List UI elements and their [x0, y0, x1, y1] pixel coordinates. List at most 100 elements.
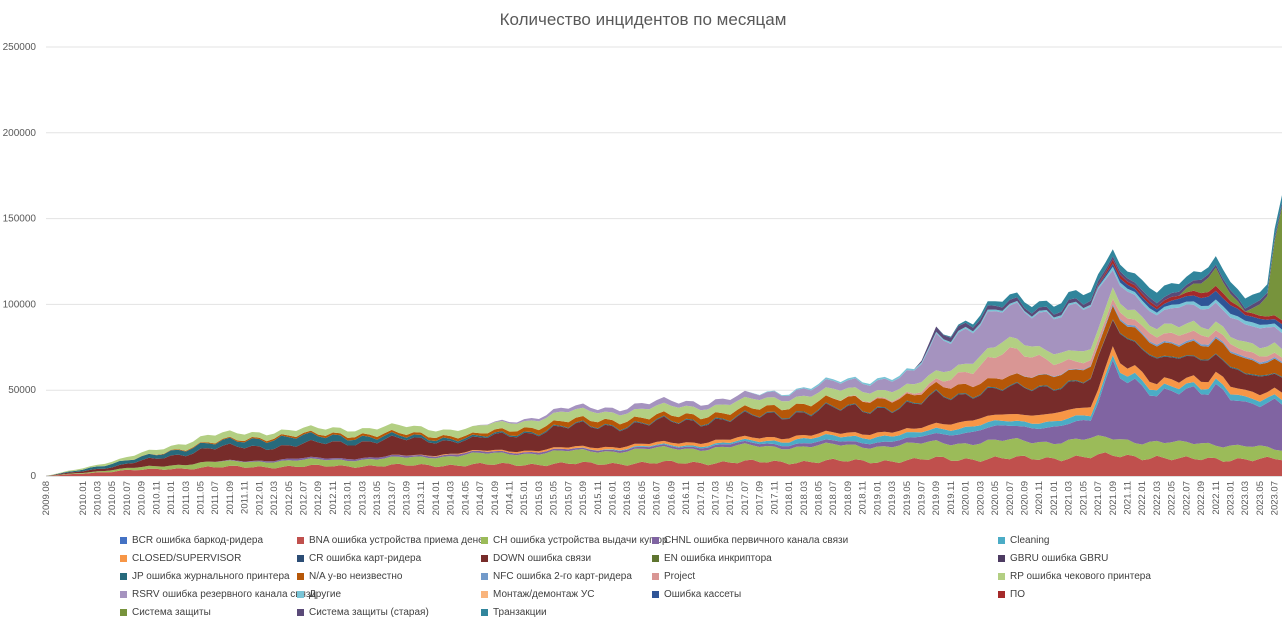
legend-label: Монтаж/демонтаж УС: [493, 589, 595, 600]
x-tick-label: 2020.09: [1020, 481, 1031, 515]
legend-item: Ошибка кассеты: [652, 589, 741, 600]
x-tick-label: 2010.03: [93, 481, 104, 515]
x-tick-label: 2013.09: [402, 481, 413, 515]
x-tick-label: 2015.07: [563, 481, 574, 515]
legend-swatch: [297, 555, 304, 562]
x-tick-label: 2012.11: [328, 481, 339, 515]
legend-label: Система защиты: [132, 607, 211, 618]
legend-item: BNA ошибка устройства приема денег: [297, 535, 487, 546]
x-tick-label: 2012.01: [254, 481, 265, 515]
legend-swatch: [652, 537, 659, 544]
x-tick-label: 2020.01: [961, 481, 972, 515]
legend-swatch: [120, 573, 127, 580]
x-tick-label: 2020.05: [990, 481, 1001, 515]
x-tick-label: 2015.11: [593, 481, 604, 515]
x-tick-label: 2022.01: [1137, 481, 1148, 515]
legend-swatch: [998, 537, 1005, 544]
y-tick-label: 50000: [8, 385, 36, 396]
x-tick-label: 2020.07: [1005, 481, 1016, 515]
legend-label: Ошибка кассеты: [664, 589, 742, 600]
legend-label: CH ошибка устройства выдачи купюр: [493, 535, 668, 546]
legend-swatch: [481, 555, 488, 562]
legend-label: BCR ошибка баркод-ридера: [132, 535, 264, 546]
legend-item: RP ошибка чекового принтера: [998, 571, 1151, 582]
area-series-1: [46, 452, 1282, 476]
y-tick-label: 200000: [3, 128, 37, 139]
x-tick-label: 2020.11: [1034, 481, 1045, 515]
legend-label: CHNL ошибка первичного канала связи: [664, 535, 849, 546]
x-tick-label: 2014.11: [505, 481, 516, 515]
legend-label: NFC ошибка 2-го карт-ридера: [493, 571, 632, 582]
x-tick-label: 2023.03: [1240, 481, 1251, 515]
legend-label: BNA ошибка устройства приема денег: [309, 535, 488, 546]
x-tick-label: 2009.08: [41, 481, 52, 515]
area-series-2: [46, 435, 1282, 476]
legend-swatch: [481, 609, 488, 616]
legend-label: Транзакции: [493, 607, 547, 618]
y-tick-label: 0: [30, 471, 36, 482]
legend-item: DOWN ошибка связи: [481, 553, 591, 564]
legend-item: CH ошибка устройства выдачи купюр: [481, 535, 668, 546]
x-tick-label: 2019.03: [887, 481, 898, 515]
legend-label: Другие: [309, 589, 342, 600]
x-tick-label: 2019.07: [917, 481, 928, 515]
x-tick-label: 2017.09: [755, 481, 766, 515]
legend-swatch: [652, 555, 659, 562]
x-tick-label: 2018.01: [784, 481, 795, 515]
x-tick-label: 2012.07: [299, 481, 310, 515]
legend-item: JP ошибка журнального принтера: [120, 571, 290, 582]
x-tick-label: 2017.03: [711, 481, 722, 515]
legend-item: GBRU ошибка GBRU: [998, 553, 1108, 564]
legend-swatch: [120, 591, 127, 598]
legend-label: Cleaning: [1010, 535, 1050, 546]
chart-title: Количество инцидентов по месяцам: [499, 10, 787, 29]
legend-swatch: [481, 573, 488, 580]
x-tick-label: 2010.01: [78, 481, 89, 515]
x-tick-label: 2013.01: [343, 481, 354, 515]
x-tick-label: 2012.05: [284, 481, 295, 515]
x-tick-label: 2021.07: [1093, 481, 1104, 515]
x-tick-label: 2016.03: [622, 481, 633, 515]
x-tick-label: 2011.09: [225, 481, 236, 515]
legend-item: Cleaning: [998, 535, 1049, 546]
legend-label: GBRU ошибка GBRU: [1010, 553, 1109, 564]
legend-label: RP ошибка чекового принтера: [1010, 571, 1151, 582]
legend-swatch: [297, 609, 304, 616]
legend-label: JP ошибка журнального принтера: [132, 571, 290, 582]
x-tick-label: 2019.11: [946, 481, 957, 515]
x-tick-label: 2013.07: [387, 481, 398, 515]
legend-item: CLOSED/SUPERVISOR: [120, 553, 241, 564]
x-tick-label: 2015.09: [578, 481, 589, 515]
x-tick-label: 2023.05: [1255, 481, 1266, 515]
x-tick-label: 2017.07: [740, 481, 751, 515]
x-tick-label: 2023.01: [1226, 481, 1237, 515]
legend-label: DOWN ошибка связи: [493, 553, 592, 564]
x-tick-label: 2013.03: [357, 481, 368, 515]
x-tick-label: 2013.11: [416, 481, 427, 515]
legend-label: EN ошибка инкриптора: [664, 553, 772, 564]
x-tick-label: 2014.07: [475, 481, 486, 515]
legend-swatch: [998, 555, 1005, 562]
legend-item: Транзакции: [481, 607, 547, 618]
x-tick-label: 2015.03: [534, 481, 545, 515]
legend-swatch: [120, 537, 127, 544]
x-tick-label: 2018.09: [843, 481, 854, 515]
area-series-7: [46, 320, 1282, 476]
x-tick-label: 2023.07: [1270, 481, 1281, 515]
legend-item: Система защиты (старая): [297, 607, 429, 618]
x-tick-label: 2011.03: [181, 481, 192, 515]
x-tick-label: 2011.05: [196, 481, 207, 515]
legend-item: RSRV ошибка резервного канала связи: [120, 589, 316, 600]
x-tick-label: 2011.11: [240, 481, 251, 514]
x-tick-label: 2010.07: [122, 481, 133, 515]
x-tick-label: 2011.01: [166, 481, 177, 515]
x-tick-label: 2022.11: [1211, 481, 1222, 515]
x-tick-label: 2017.05: [725, 481, 736, 515]
x-tick-label: 2011.07: [210, 481, 221, 515]
x-tick-label: 2017.01: [696, 481, 707, 515]
legend-swatch: [998, 573, 1005, 580]
legend-label: RSRV ошибка резервного канала связи: [132, 589, 317, 600]
legend-swatch: [652, 573, 659, 580]
x-tick-label: 2019.05: [902, 481, 913, 515]
